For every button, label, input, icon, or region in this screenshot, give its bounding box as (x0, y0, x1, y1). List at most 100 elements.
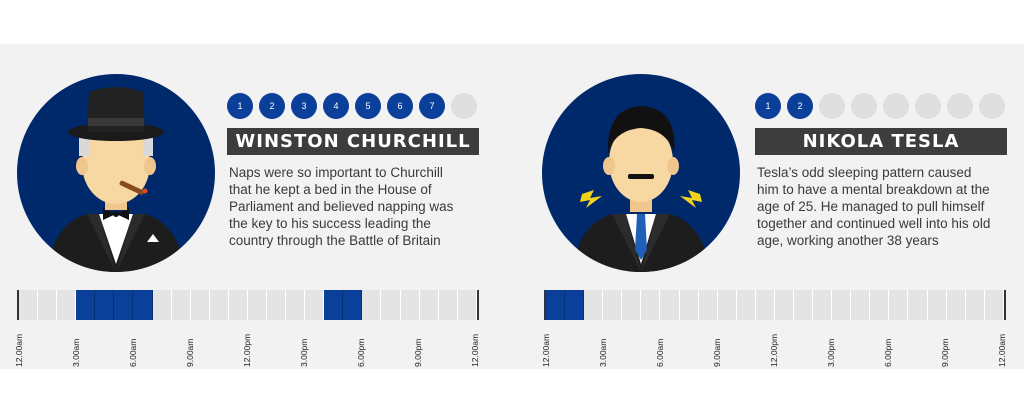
tesla-portrait (542, 74, 740, 272)
tesla-description: Tesla’s odd sleeping pattern caused him … (757, 164, 1007, 249)
awake-hour-cell (305, 290, 325, 320)
churchill-portrait (17, 74, 215, 272)
description-line: Naps were so important to Churchill (229, 165, 443, 180)
awake-hour-cell (946, 290, 966, 320)
churchill-rating-dots: 1 2 3 4 5 6 7 (227, 93, 477, 119)
time-label: 9.00pm (413, 338, 423, 367)
churchill-name: WINSTON CHURCHILL (227, 128, 479, 155)
churchill-description: Naps were so important to Churchill that… (229, 164, 479, 249)
awake-hour-cell (209, 290, 229, 320)
awake-hour-cell (698, 290, 718, 320)
awake-hour-cell (57, 290, 77, 320)
awake-hour-cell (152, 290, 172, 320)
description-line: age of 25. He managed to pull himself (757, 199, 985, 214)
awake-hour-cell (190, 290, 210, 320)
time-label: 3.00pm (299, 338, 309, 367)
awake-hour-cell (247, 290, 268, 320)
sleep-hour-cell (114, 290, 134, 320)
rating-dot (451, 93, 477, 119)
description-line: country through the Battle of Britain (229, 233, 441, 248)
awake-hour-cell (38, 290, 58, 320)
tesla-timeline-labels: 12.00am 3.00am 6.00am 9.00am 12.00pm 3.0… (541, 327, 1007, 367)
awake-hour-cell (660, 290, 680, 320)
sleep-hour-cell (76, 290, 96, 320)
awake-hour-cell (171, 290, 191, 320)
sleep-hour-cell (133, 290, 153, 320)
sleep-hour-cell (546, 290, 566, 320)
awake-hour-cell (755, 290, 775, 320)
awake-hour-cell (851, 290, 871, 320)
description-line: Parliament and believed napping was (229, 199, 454, 214)
description-line: together and continued well into his old (757, 216, 991, 231)
time-label: 3.00am (71, 338, 81, 367)
time-label: 6.00pm (883, 338, 893, 367)
time-label: 9.00pm (940, 338, 950, 367)
awake-hour-cell (794, 290, 814, 320)
timeline-end-tick (477, 290, 479, 320)
awake-hour-cell (813, 290, 833, 320)
awake-hour-cell (19, 290, 39, 320)
rating-dot: 4 (323, 93, 349, 119)
rating-dot: 2 (259, 93, 285, 119)
tesla-sleep-timeline (544, 290, 1006, 320)
rating-dot: 6 (387, 93, 413, 119)
time-label: 9.00am (712, 338, 722, 367)
rating-dot: 5 (355, 93, 381, 119)
time-label: 12.00am (541, 333, 551, 367)
awake-hour-cell (870, 290, 890, 320)
timeline-start-tick (17, 290, 19, 320)
time-label: 12.00pm (242, 333, 252, 367)
awake-hour-cell (400, 290, 420, 320)
churchill-sleep-timeline (17, 290, 479, 320)
awake-hour-cell (832, 290, 852, 320)
rating-dot: 3 (291, 93, 317, 119)
description-line: him to have a mental breakdown at the (757, 182, 990, 197)
time-label: 3.00am (598, 338, 608, 367)
tesla-illustration (572, 106, 710, 272)
time-label: 12.00am (14, 333, 24, 367)
rating-dot (979, 93, 1005, 119)
sleep-hour-cell (343, 290, 363, 320)
rating-dot (851, 93, 877, 119)
rating-dot: 7 (419, 93, 445, 119)
awake-hour-cell (286, 290, 306, 320)
time-label: 3.00pm (826, 338, 836, 367)
time-label: 6.00pm (356, 338, 366, 367)
profile-churchill: 1 2 3 4 5 6 7 WINSTON CHURCHILL Naps wer… (0, 44, 512, 369)
tesla-rating-dots: 1 2 (755, 93, 1005, 119)
churchill-illustration (47, 87, 185, 272)
time-label: 12.00pm (769, 333, 779, 367)
awake-hour-cell (889, 290, 909, 320)
rating-dot (915, 93, 941, 119)
timeline-end-tick (1004, 290, 1006, 320)
awake-hour-cell (419, 290, 439, 320)
awake-hour-cell (774, 290, 795, 320)
awake-hour-cell (438, 290, 458, 320)
tesla-name: NIKOLA TESLA (755, 128, 1007, 155)
awake-hour-cell (641, 290, 661, 320)
description-line: Tesla’s odd sleeping pattern caused (757, 165, 972, 180)
churchill-timeline-labels: 12.00am 3.00am 6.00am 9.00am 12.00pm 3.0… (14, 327, 480, 367)
awake-hour-cell (228, 290, 248, 320)
time-label: 12.00am (997, 333, 1007, 367)
time-label: 6.00am (655, 338, 665, 367)
time-label: 6.00am (128, 338, 138, 367)
awake-hour-cell (584, 290, 604, 320)
rating-dot: 1 (755, 93, 781, 119)
time-label: 9.00am (185, 338, 195, 367)
rating-dot: 1 (227, 93, 253, 119)
awake-hour-cell (736, 290, 756, 320)
rating-dot: 2 (787, 93, 813, 119)
awake-hour-cell (622, 290, 642, 320)
timeline-start-tick (544, 290, 546, 320)
awake-hour-cell (717, 290, 737, 320)
description-line: the key to his success leading the (229, 216, 431, 231)
awake-hour-cell (457, 290, 477, 320)
rating-dot (883, 93, 909, 119)
awake-hour-cell (965, 290, 985, 320)
rating-dot (947, 93, 973, 119)
sleep-hour-cell (324, 290, 344, 320)
infographic-panel: 1 2 3 4 5 6 7 WINSTON CHURCHILL Naps wer… (0, 44, 1024, 369)
description-line: that he kept a bed in the House of (229, 182, 432, 197)
sleep-hour-cell (95, 290, 115, 320)
